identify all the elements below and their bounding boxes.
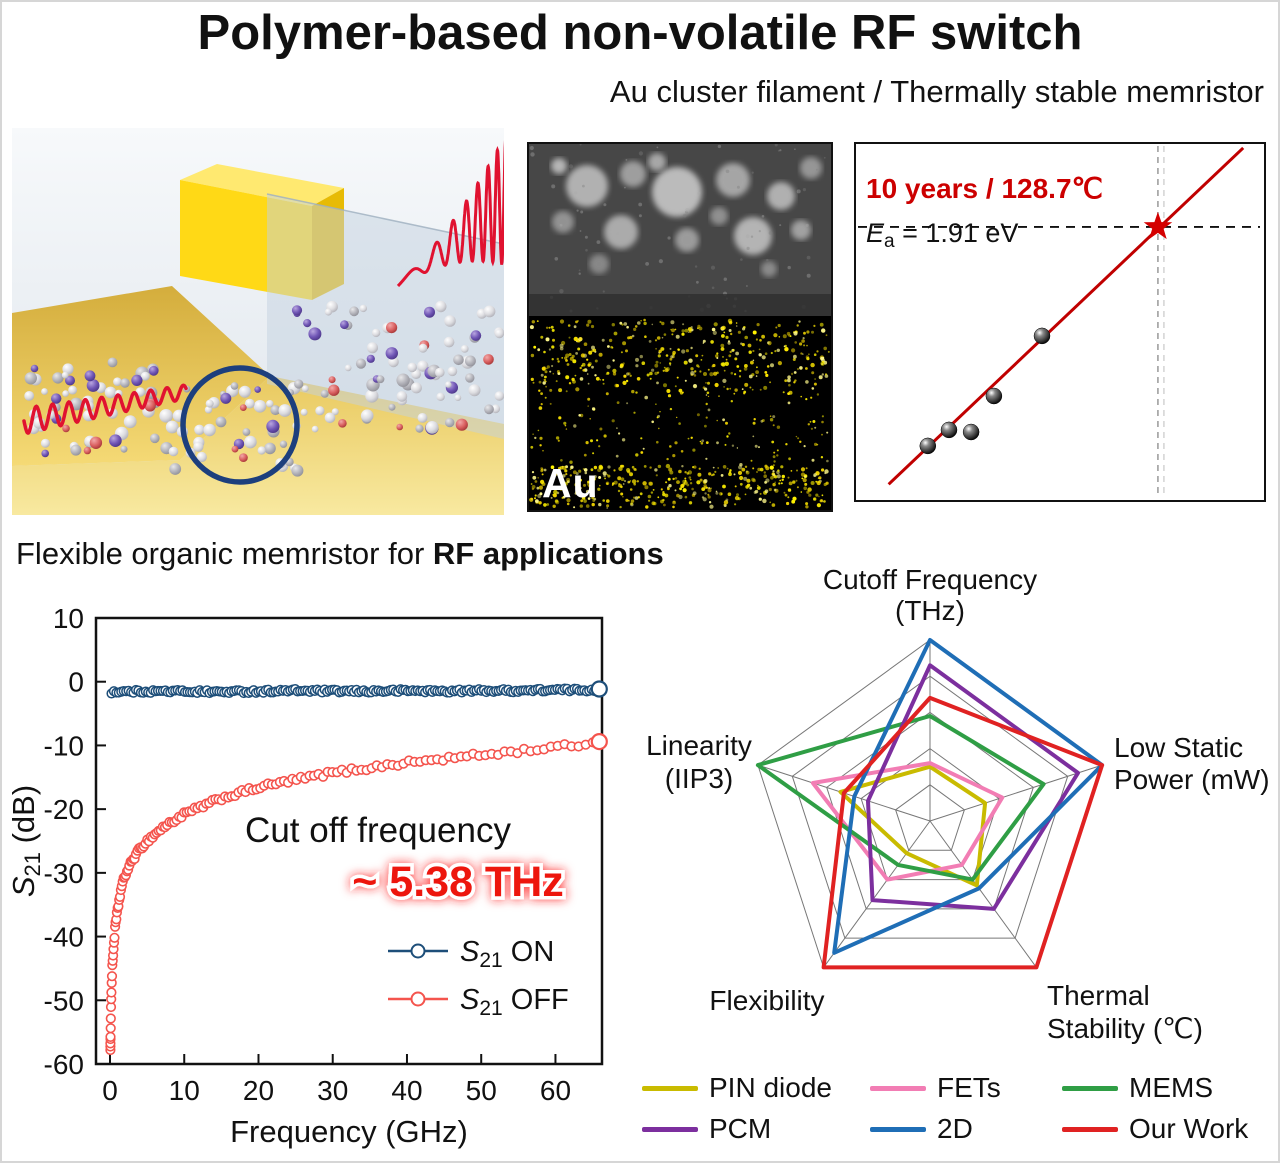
svg-text:S21 OFF: S21 OFF xyxy=(460,984,569,1020)
svg-text:(THz): (THz) xyxy=(895,595,965,626)
series-s21-on xyxy=(106,680,608,699)
svg-text:-20: -20 xyxy=(44,794,84,825)
tem-grayscale-region xyxy=(529,144,831,316)
svg-text:Linearity: Linearity xyxy=(646,730,752,761)
legend-swatch xyxy=(1062,1126,1118,1132)
cutoff-annotation: Cut off frequency ~ 5.38 THz xyxy=(245,811,567,910)
rf-section-title: Flexible organic memristor for RF applic… xyxy=(16,536,664,572)
svg-text:-40: -40 xyxy=(44,922,84,953)
svg-text:Stability (℃): Stability (℃) xyxy=(1047,1013,1203,1044)
legend-label: PIN diode xyxy=(709,1072,832,1103)
legend-item-2d: 2D xyxy=(870,1113,1062,1145)
s21-chart-canvas: 0 10 20 30 40 50 60 10 0 -10 -20 -30 -40 -50 -60 Freque… xyxy=(10,603,608,1149)
svg-text:10: 10 xyxy=(53,603,84,634)
output-signal-chirp xyxy=(396,139,504,288)
extrapolation-star xyxy=(1143,211,1173,240)
legend-swatch xyxy=(1062,1085,1118,1091)
input-signal-wave xyxy=(22,383,188,435)
legend-label: FETs xyxy=(937,1072,1001,1103)
svg-text:(IIP3): (IIP3) xyxy=(665,763,733,794)
figure-subtitle: Au cluster filament / Thermally stable m… xyxy=(609,74,1264,109)
svg-text:Thermal: Thermal xyxy=(1047,980,1150,1011)
tem-eds-image xyxy=(529,144,831,510)
retention-annotation: 10 years / 128.7℃ xyxy=(866,173,1103,204)
s21-frequency-chart: 0 10 20 30 40 50 60 10 0 -10 -20 -30 -40 -50 -60 Freque… xyxy=(10,594,628,1161)
legend-item-fets: FETs xyxy=(870,1072,1062,1104)
svg-text:Power (mW): Power (mW) xyxy=(1114,764,1270,795)
arrhenius-plot-canvas: 10 years / 128.7℃ Ea = 1.91 eV xyxy=(858,146,1260,498)
device-illustration xyxy=(12,94,504,515)
legend-item-pin-diode: PIN diode xyxy=(642,1072,870,1104)
rf-section-title-bold: RF applications xyxy=(432,536,664,571)
svg-text:0: 0 xyxy=(102,1075,118,1106)
svg-text:Low Static: Low Static xyxy=(1114,732,1243,763)
arrhenius-plot: 10 years / 128.7℃ Ea = 1.91 eV xyxy=(854,142,1266,502)
au-eds-label: Au xyxy=(542,460,599,506)
legend-swatch xyxy=(870,1085,926,1091)
svg-text:60: 60 xyxy=(540,1075,571,1106)
svg-text:10: 10 xyxy=(169,1075,200,1106)
svg-text:-60: -60 xyxy=(44,1049,84,1080)
svg-text:-10: -10 xyxy=(44,730,84,761)
svg-text:Cut off frequency: Cut off frequency xyxy=(245,811,511,850)
legend-swatch xyxy=(642,1085,698,1091)
au-eds-speckles xyxy=(529,318,830,509)
legend-label: Our Work xyxy=(1129,1113,1249,1144)
radar-series-mems xyxy=(755,714,1046,882)
figure-title: Polymer-based non-volatile RF switch xyxy=(197,6,1083,60)
radar-series-pcm xyxy=(866,663,1080,911)
legend-item-mems: MEMS xyxy=(1062,1072,1276,1104)
device-illustration-art xyxy=(12,128,504,515)
svg-text:-50: -50 xyxy=(44,985,84,1016)
legend-label: PCM xyxy=(709,1113,772,1144)
svg-text:~ 5.38 THz: ~ 5.38 THz xyxy=(352,858,564,906)
svg-text:Cutoff Frequency: Cutoff Frequency xyxy=(823,564,1037,595)
benchmark-radar-chart: Cutoff Frequency (THz) Low Static Power (mW… xyxy=(630,558,1278,1070)
legend-label: MEMS xyxy=(1129,1072,1213,1103)
legend-swatch xyxy=(642,1126,698,1132)
filament-highlight-circle xyxy=(180,365,300,485)
y-axis-label: S21 (dB) xyxy=(10,785,45,897)
svg-text:30: 30 xyxy=(317,1075,348,1106)
axes: 0 10 20 30 40 50 60 10 0 -10 -20 -30 -40 -50 -60 Freque… xyxy=(10,603,604,1149)
svg-text:Flexibility: Flexibility xyxy=(709,985,824,1016)
legend-label: 2D xyxy=(937,1113,973,1144)
s21-legend: S21 ON S21 OFF xyxy=(388,936,569,1020)
series-s21-off xyxy=(105,733,608,1056)
x-axis-label: Frequency (GHz) xyxy=(230,1114,468,1149)
legend-item-pcm: PCM xyxy=(642,1113,870,1145)
svg-text:40: 40 xyxy=(391,1075,422,1106)
svg-text:0: 0 xyxy=(68,667,84,698)
svg-text:S21 ON: S21 ON xyxy=(460,936,554,972)
svg-text:-30: -30 xyxy=(44,858,84,889)
legend-swatch xyxy=(870,1126,926,1132)
svg-text:20: 20 xyxy=(243,1075,274,1106)
radar-legend: PIN diode FETs MEMS PCM 2D Our Work xyxy=(642,1072,1278,1145)
rf-section-title-normal: Flexible organic memristor for xyxy=(16,536,433,571)
activation-energy-label: Ea = 1.91 eV xyxy=(866,218,1018,252)
tem-eds-panel: Au xyxy=(527,142,833,512)
svg-text:50: 50 xyxy=(466,1075,497,1106)
radar-series-fets xyxy=(810,761,1005,882)
arrhenius-content: 10 years / 128.7℃ Ea = 1.91 eV xyxy=(858,146,1260,498)
radar-series-our-work xyxy=(821,695,1105,970)
legend-item-our-work: Our Work xyxy=(1062,1113,1276,1145)
illustration-art xyxy=(12,128,504,515)
